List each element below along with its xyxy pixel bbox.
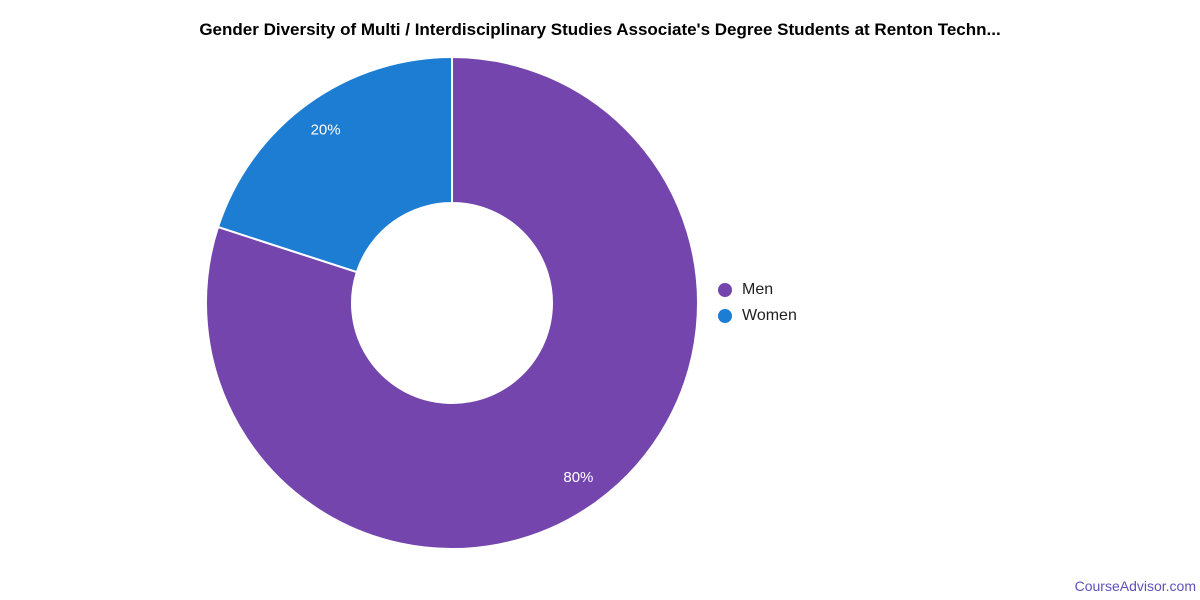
courseadvisor-link[interactable]: CourseAdvisor.com [1074,578,1196,594]
legend-swatch-icon [718,283,732,297]
legend: Men Women [718,277,797,329]
chart-title: Gender Diversity of Multi / Interdiscipl… [199,20,1001,39]
pie-slice-women[interactable] [216,55,453,274]
legend-label: Men [742,281,774,298]
pie-slice-men[interactable] [205,55,699,550]
legend-item-women: Women [718,303,797,329]
legend-swatch-icon [718,309,732,323]
legend-item-men: Men [718,277,797,303]
legend-label: Women [742,307,797,324]
